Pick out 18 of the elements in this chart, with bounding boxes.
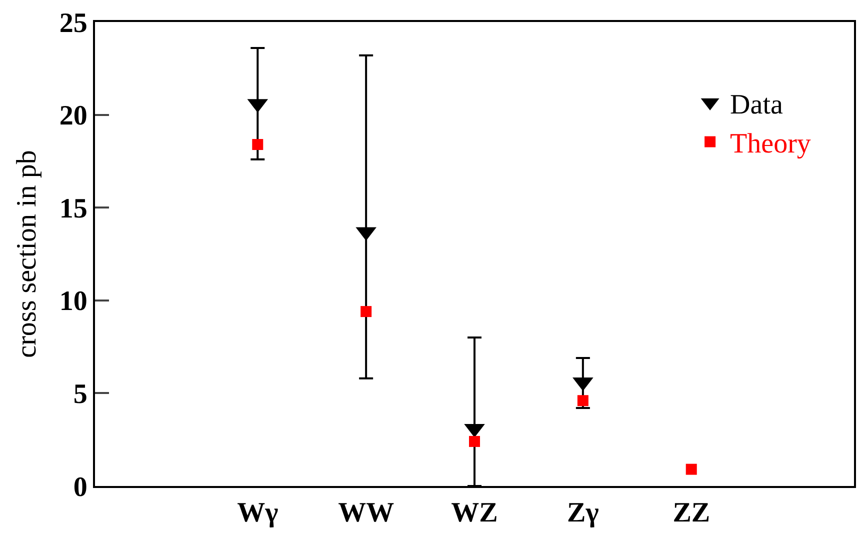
x-tick-label: WW [338,498,394,529]
y-tick-label: 25 [59,8,88,39]
point [686,464,697,475]
x-tick-label: Zγ [567,498,599,529]
y-axis-title: cross section in pb [12,150,43,358]
y-tick-label: 10 [59,286,88,318]
point [577,395,588,406]
x-tick-label: WZ [451,498,498,529]
y-tick-label: 20 [59,100,88,132]
x-tick-label: ZZ [672,498,710,529]
y-tick-label: 0 [73,472,88,503]
x-tick-label: Wγ [237,498,278,529]
y-tick-label: 15 [59,193,88,224]
legend-label: Data [730,89,784,120]
legend-label: Theory [730,128,811,160]
y-tick-label: 5 [73,379,88,410]
point [469,436,480,447]
point [360,306,372,318]
